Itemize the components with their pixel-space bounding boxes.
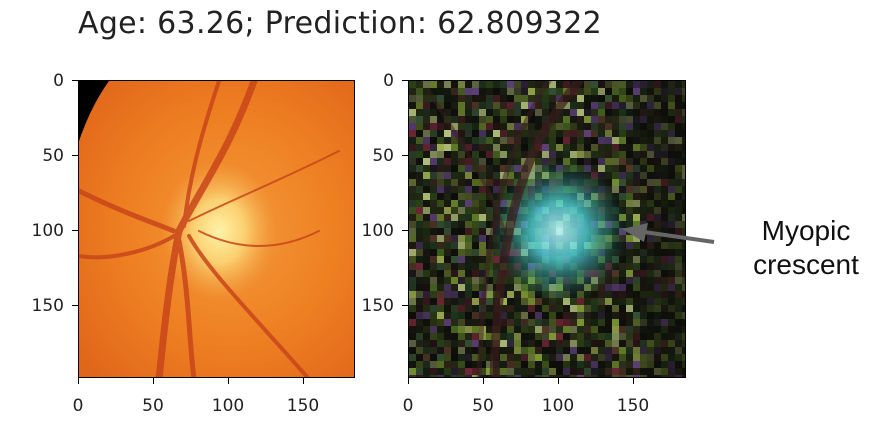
x-tick-label: 100: [211, 396, 245, 416]
x-tick-label: 0: [72, 396, 84, 416]
figure-title: Age: 63.26; Prediction: 62.809322: [78, 6, 603, 41]
saliency-map-frame: [408, 80, 686, 378]
annotation-line-1: Myopic: [761, 215, 851, 246]
y-tick-label: 50: [372, 146, 394, 166]
y-tick-label: 150: [31, 296, 64, 316]
x-tick-label: 50: [472, 396, 494, 416]
fundus-image-frame: [78, 80, 355, 378]
myopic-crescent-annotation: Myopic crescent: [736, 214, 876, 282]
y-tick-label: 0: [53, 71, 64, 91]
y-tick-label: 150: [361, 296, 394, 316]
x-tick-label: 150: [616, 396, 650, 416]
fundus-image: [79, 81, 354, 377]
x-tick-label: 50: [142, 396, 164, 416]
annotation-arrow: [622, 223, 715, 244]
x-tick-label: 150: [286, 396, 320, 416]
x-tick-label: 100: [541, 396, 575, 416]
y-tick-label: 100: [361, 221, 394, 241]
saliency-map: [409, 81, 685, 377]
x-tick-label: 0: [402, 396, 414, 416]
y-tick-label: 0: [383, 71, 394, 91]
annotation-line-2: crescent: [753, 249, 859, 280]
y-tick-label: 50: [42, 146, 64, 166]
y-tick-label: 100: [31, 221, 64, 241]
